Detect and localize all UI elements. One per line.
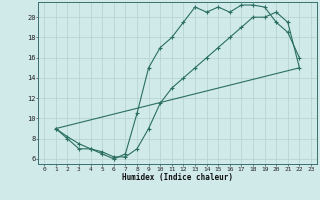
X-axis label: Humidex (Indice chaleur): Humidex (Indice chaleur): [122, 173, 233, 182]
